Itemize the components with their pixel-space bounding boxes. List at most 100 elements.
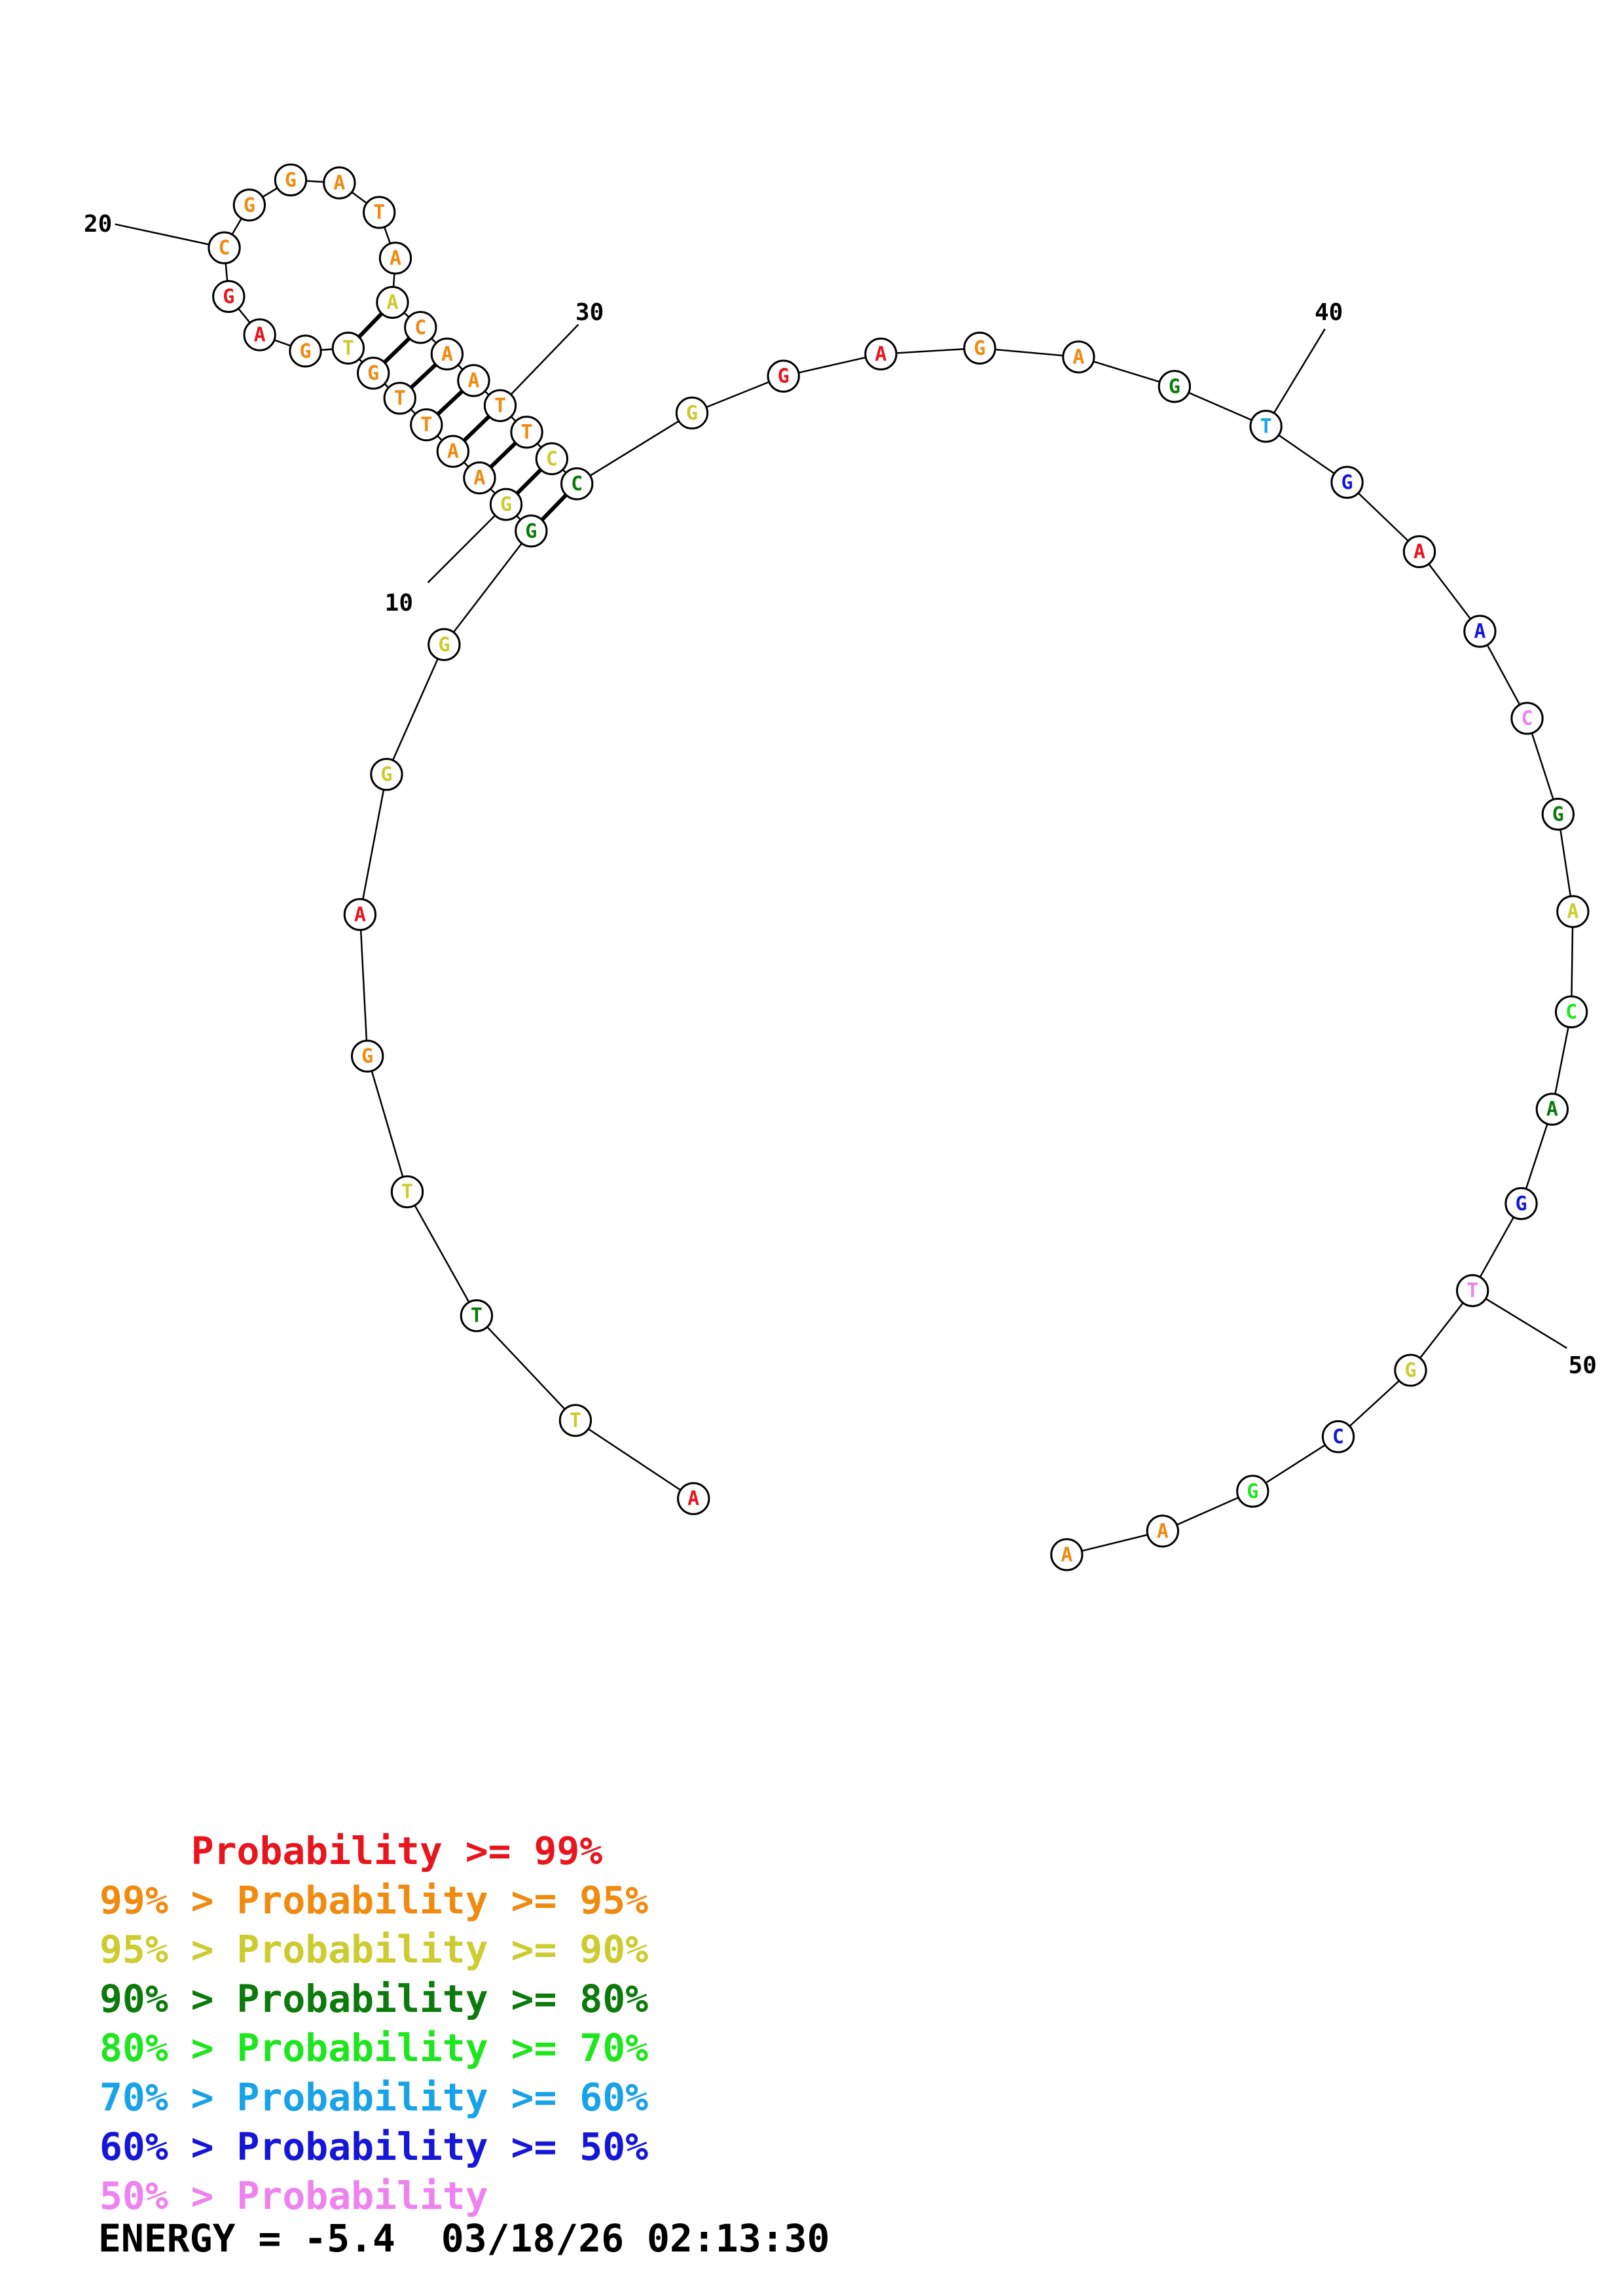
nucleotide-letter: G — [1404, 1359, 1416, 1382]
index-tick-20 — [115, 223, 225, 249]
legend-row: 95% > Probability >= 90% — [100, 1928, 648, 1972]
nucleotide-letter: G — [438, 634, 450, 656]
nucleotide-circle — [1236, 1475, 1269, 1508]
nucleotide-circle — [212, 279, 246, 314]
legend-row: 99% > Probability >= 95% — [100, 1878, 648, 1922]
legend-label: Probability >= 70% — [237, 2026, 649, 2070]
nucleotide-51: G — [1394, 1354, 1427, 1387]
legend-prefix: 95% > — [100, 1928, 237, 1972]
nucleotide-17: G — [289, 334, 322, 368]
nucleotide-18: A — [243, 318, 276, 351]
legend-prefix: 80% > — [100, 2026, 237, 2070]
nucleotide-circle — [1463, 615, 1497, 648]
nucleotide-letter: G — [686, 402, 698, 425]
nucleotide-circle — [363, 196, 396, 229]
nucleotide-letter: A — [875, 343, 886, 366]
nucleotide-circle — [1455, 1274, 1489, 1308]
nucleotide-29: A — [457, 364, 490, 397]
nucleotide-circle — [378, 242, 412, 275]
legend-label: Probability >= 95% — [237, 1878, 649, 1922]
nucleotide-letter: C — [1565, 1001, 1577, 1024]
nucleotide-circle — [1330, 465, 1364, 499]
nucleotide-10: G — [489, 488, 523, 521]
nucleotide-32: C — [535, 442, 569, 476]
nucleotide-letter: G — [1247, 1480, 1258, 1503]
nucleotide-47: C — [1554, 995, 1588, 1029]
nucleotide-letter: G — [778, 365, 790, 388]
index-tick-10 — [427, 503, 507, 584]
nucleotide-53: G — [1236, 1475, 1269, 1508]
nucleotide-23: A — [323, 166, 356, 200]
nucleotide-46: A — [1556, 895, 1590, 928]
nucleotide-letter: G — [380, 763, 392, 786]
nucleotide-28: A — [430, 337, 464, 371]
legend-label: Probability >= 80% — [237, 1977, 649, 2021]
nucleotide-25: A — [378, 242, 412, 275]
nucleotide-27: C — [404, 311, 437, 344]
nucleotide-circle — [289, 334, 322, 368]
nucleotide-3: T — [460, 1299, 494, 1333]
nucleotide-letter: G — [299, 340, 311, 363]
probability-legend: Probability >= 99% 99% > Probability >= 9… — [100, 1829, 648, 2218]
nucleotide-37: G — [963, 331, 996, 365]
nucleotide-9: G — [515, 514, 548, 548]
legend-row: 90% > Probability >= 80% — [100, 1977, 648, 2021]
nucleotide-letter: T — [1260, 415, 1272, 438]
nucleotide-36: A — [864, 337, 898, 371]
nucleotide-letter: A — [1157, 1520, 1169, 1543]
nucleotide-circle — [343, 898, 377, 931]
nucleotide-circle — [1249, 410, 1283, 443]
nucleotide-circle — [677, 1482, 710, 1515]
nucleotide-26: A — [376, 285, 409, 319]
nucleotide-1: A — [677, 1482, 710, 1515]
nucleotide-43: A — [1463, 615, 1497, 648]
nucleotide-2: T — [558, 1404, 593, 1437]
nucleotide-letter: G — [1515, 1193, 1527, 1215]
nucleotide-circle — [1510, 702, 1544, 735]
nucleotide-circle — [489, 488, 523, 521]
nucleotide-circle — [1402, 535, 1436, 569]
nucleotide-circle — [1554, 995, 1588, 1029]
index-label-30: 30 — [575, 299, 604, 326]
nucleotide-33: C — [560, 467, 594, 501]
nucleotide-circle — [1504, 1187, 1538, 1221]
nucleotide-letter: G — [285, 169, 297, 192]
legend-row: 70% > Probability >= 60% — [100, 2075, 648, 2120]
nucleotide-35: G — [767, 359, 800, 393]
nucleotide-letter: C — [1332, 1426, 1344, 1448]
nucleotide-6: A — [343, 898, 377, 931]
nucleotide-letter: T — [1467, 1280, 1478, 1302]
legend-row: 50% > Probability — [100, 2174, 488, 2218]
backbone-line — [223, 179, 1574, 1556]
nucleotide-letter: A — [467, 369, 479, 392]
nucleotide-letter: A — [687, 1488, 699, 1511]
nucleotide-letter: G — [500, 493, 512, 516]
backbone — [223, 179, 1574, 1556]
nucleotide-letter: A — [354, 903, 366, 926]
nucleotide-letter: A — [386, 291, 398, 314]
nucleotide-11: A — [463, 461, 496, 495]
legend-label: Probability >= 90% — [237, 1928, 649, 1972]
nucleotide-letter: C — [546, 448, 558, 471]
index-ticks: 10 20 30 40 50 — [84, 211, 1597, 1379]
nucleotide-letter: C — [219, 237, 230, 260]
nucleotide-20: C — [208, 231, 241, 264]
nucleotide-letter: A — [333, 171, 345, 194]
nucleotide-letter: T — [342, 337, 354, 360]
nucleotide-letter: G — [361, 1045, 373, 1068]
nucleotide-circle — [457, 364, 490, 397]
nucleotide-letter: T — [420, 414, 432, 437]
nucleotide-45: G — [1541, 797, 1575, 831]
nucleotide-circle — [675, 396, 709, 430]
nucleotide-letter: G — [367, 362, 379, 385]
legend-row: 60% > Probability >= 50% — [100, 2125, 648, 2169]
nucleotide-letter: A — [1072, 346, 1084, 368]
nucleotide-21: G — [232, 188, 266, 222]
nucleotide-letter: G — [223, 285, 234, 308]
nucleotide-circle — [1050, 1538, 1084, 1571]
nucleotide-circle — [963, 331, 996, 365]
index-label-40: 40 — [1315, 299, 1343, 326]
nucleotide-circle — [208, 231, 241, 264]
nucleotide-letter: T — [373, 202, 385, 224]
nucleotide-letter: T — [494, 395, 506, 418]
